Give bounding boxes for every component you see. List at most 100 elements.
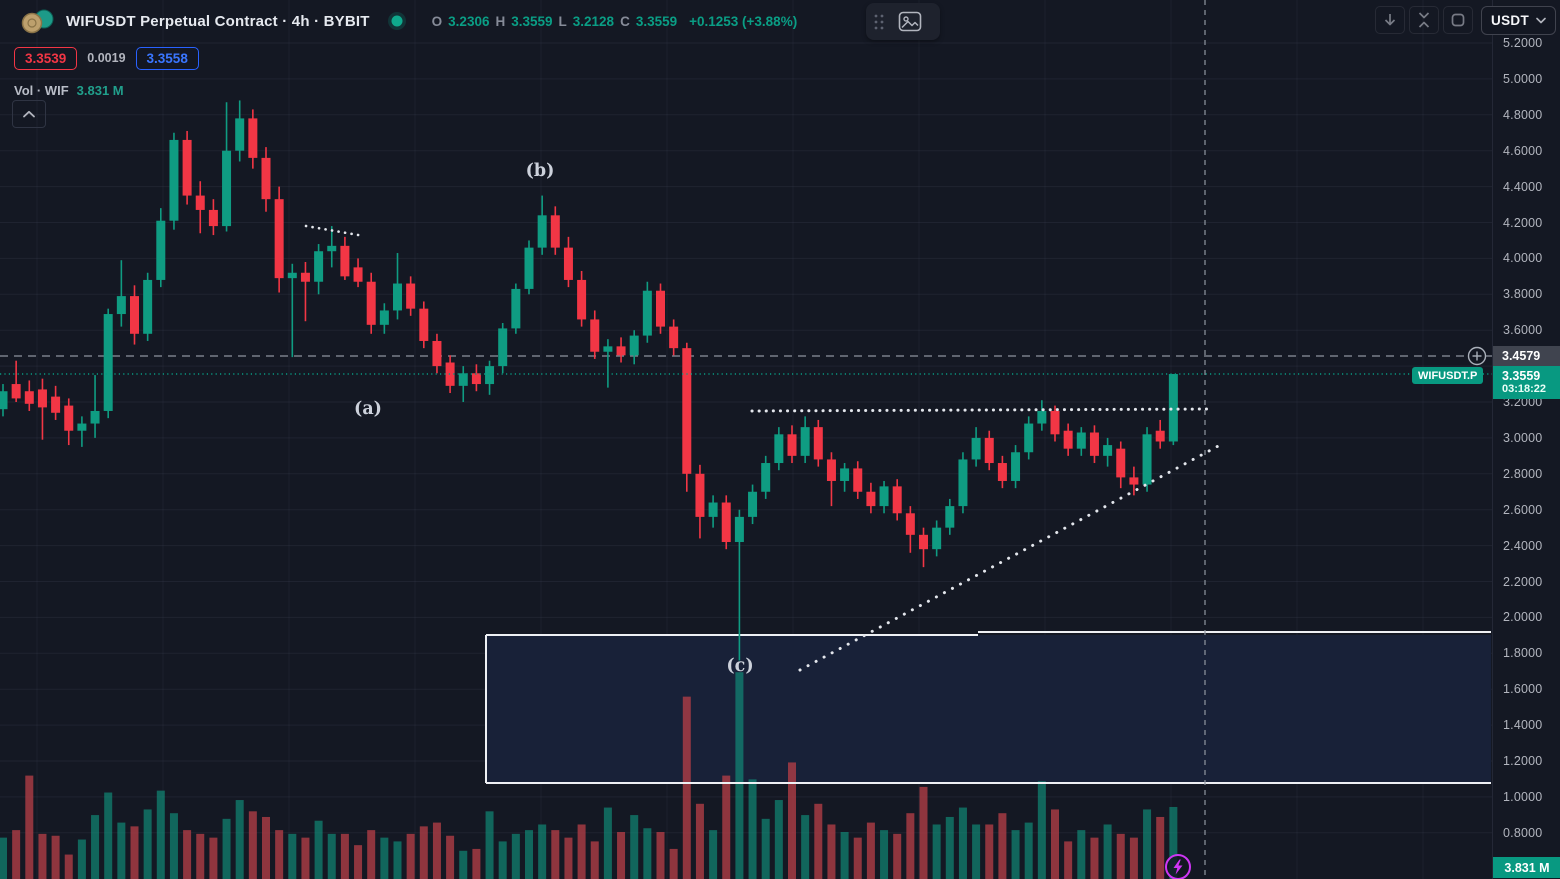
candle [261,157,271,200]
volume-bar [196,833,205,879]
wave-label-c[interactable]: (c) [726,656,753,676]
volume-bar [695,803,704,879]
price-tick: 3.8000 [1503,287,1543,302]
volume-bar [538,824,547,879]
candle [1037,410,1047,424]
instant-trading-button[interactable] [1163,852,1193,879]
volume-bar [327,833,336,879]
candle [300,272,310,282]
trendline-ascending-support-dotted[interactable] [798,442,1224,672]
volume-bar [117,822,126,879]
volume-bar [774,800,783,879]
volume-bar [840,832,849,879]
symbol-price-tag[interactable]: WIFUSDT.P [1412,367,1484,384]
wave-label-b[interactable]: (b) [526,161,555,181]
scroll-to-price-button[interactable] [1375,6,1406,34]
candle [1155,430,1165,442]
volume-bar [156,790,165,879]
candle [77,423,87,431]
volume-bar [301,837,310,879]
collapse-pane-button[interactable] [1409,6,1440,34]
maximize-pane-button[interactable] [1443,6,1474,34]
candle [524,247,534,289]
price-tick: 2.6000 [1503,502,1543,517]
market-status-dot[interactable] [386,10,408,32]
volume-bar [1090,837,1099,879]
candle [1168,374,1178,442]
volume-bar [143,809,152,879]
price-axis[interactable]: 3.4579 3.3559 03:18:22 3.831 M 5.2000 5.0… [1492,0,1560,879]
open-value: 3.2306 [448,13,490,29]
currency-dropdown[interactable]: USDT [1481,5,1556,35]
volume-bar [735,672,744,879]
volume-bar [630,815,639,879]
volume-bar [801,815,810,879]
candle [222,150,232,227]
candle [1011,452,1021,481]
price-tick: 2.4000 [1503,538,1543,553]
candle [156,220,166,280]
candle [813,427,823,460]
price-tick: 4.8000 [1503,107,1543,122]
drag-dots-icon [874,14,884,29]
volume-bar [682,696,691,879]
volume-bar [1051,809,1059,879]
trendline-minor-falling-dotted[interactable] [304,224,366,238]
add-alert-plus-icon[interactable] [1466,345,1488,367]
candle [945,506,955,528]
low-key: L [558,13,567,29]
volume-bar [603,807,612,879]
volume-bar [1143,809,1152,879]
high-value: 3.3559 [511,13,553,29]
candle [642,290,652,336]
volume-bar [169,813,178,879]
candle [287,272,297,279]
volume-bar [1024,822,1033,879]
candle [616,346,626,356]
volume-bar [866,822,875,879]
price-tick: 4.0000 [1503,251,1543,266]
candle [248,118,258,158]
volume-bar [945,816,954,879]
volume-bar [748,779,757,879]
candle [458,373,468,386]
volume-bar [91,815,100,879]
price-tick: 4.2000 [1503,215,1543,230]
snapshot-button[interactable] [892,7,928,37]
candle [971,437,981,460]
volume-bar [1129,837,1138,879]
highlight-zone[interactable] [486,635,1491,783]
symbol-title[interactable]: WIFUSDT Perpetual Contract · 4h · BYBIT [66,12,370,30]
candle [1103,445,1113,456]
volume-bar [354,845,363,879]
candle [997,463,1007,481]
volume-bar [0,837,7,879]
candle [787,434,797,456]
candle [103,314,113,411]
trendline-resistance-dotted[interactable] [750,407,1209,413]
volume-bar [788,762,796,879]
last-price-value: 3.3559 [1502,368,1541,383]
price-tick: 2.2000 [1503,574,1543,589]
candle [682,348,692,474]
sell-price-button[interactable]: 3.3539 [14,46,78,70]
volume-bar [709,830,718,879]
buy-price-button[interactable]: 3.3558 [135,46,199,70]
wave-label-a[interactable]: (a) [354,399,382,419]
volume-bar [511,833,520,879]
volume-bar [972,824,981,879]
candle [327,245,337,252]
candle [169,139,179,221]
collapse-legend-button[interactable] [12,100,46,128]
volume-indicator-label[interactable]: Vol · WIF [14,83,69,98]
volume-bar [446,835,455,879]
candle [603,346,613,352]
close-key: C [620,13,630,29]
open-key: O [431,13,443,29]
floating-toolbar[interactable] [866,3,940,40]
candle [563,247,573,280]
drag-handle[interactable] [866,13,892,31]
price-tick: 1.8000 [1503,646,1543,661]
candle [130,296,139,334]
chart-canvas[interactable]: (a) (b) (c) [0,0,1492,879]
